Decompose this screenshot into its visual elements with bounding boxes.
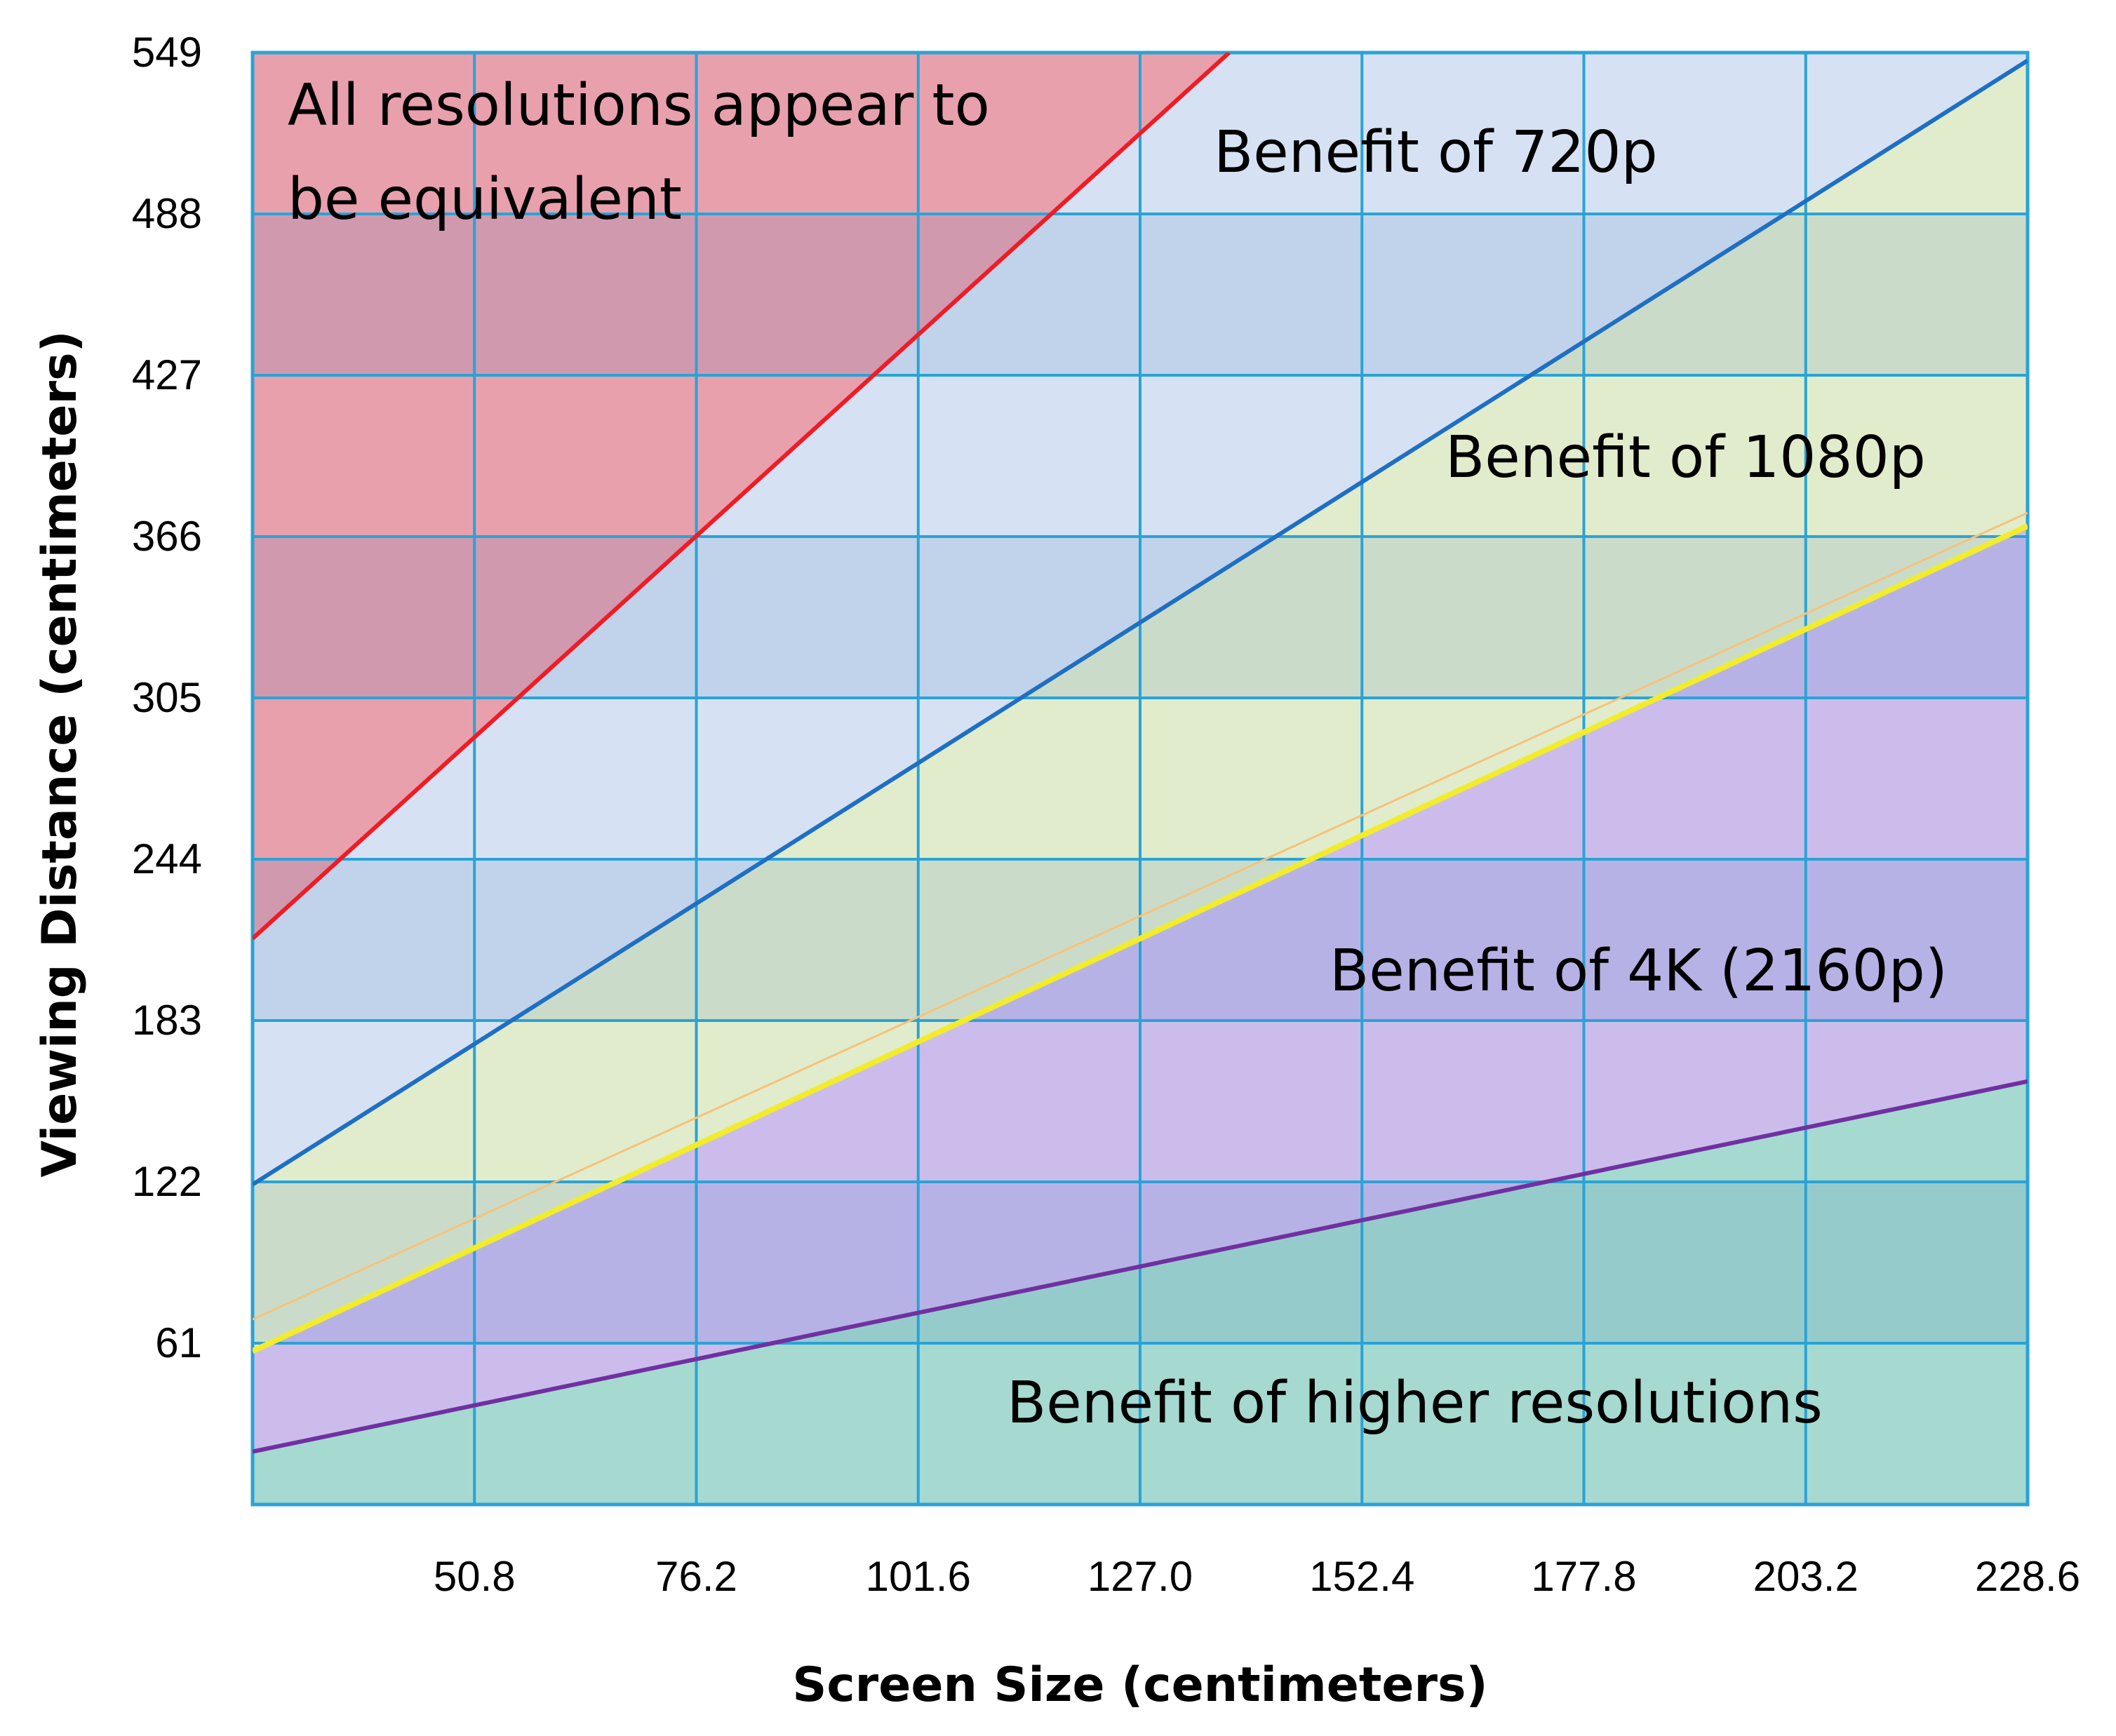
plot-border (250, 51, 2030, 1507)
y-tick-label: 61 (155, 1319, 202, 1366)
x-tick-label: 76.2 (655, 1553, 737, 1600)
y-tick-label: 305 (132, 674, 202, 721)
series-line-1 (253, 53, 1231, 941)
y-tick-label: 366 (132, 513, 202, 560)
x-tick-label: 152.4 (1309, 1553, 1414, 1600)
x-tick-label: 50.8 (434, 1553, 516, 1600)
label-4k: Benefit of 4K (2160p) (1330, 938, 1948, 1004)
x-tick-label: 203.2 (1753, 1553, 1859, 1600)
y-tick-label: 183 (132, 997, 202, 1044)
y-tick-label: 488 (132, 190, 202, 237)
x-tick-label: 177.8 (1531, 1553, 1636, 1600)
label-1080p: Benefit of 1080p (1445, 424, 1926, 491)
y-tick-label: 427 (132, 351, 202, 398)
label-all-equivalent-line2: be equivalent (288, 166, 682, 233)
x-tick-label: 228.6 (1975, 1553, 2080, 1600)
label-all-equivalent-line1: All resolutions appear to (288, 72, 990, 139)
x-axis-title: Screen Size (centimeters) (792, 1657, 1487, 1713)
y-tick-label: 549 (132, 29, 202, 76)
series-line-2 (253, 58, 2028, 1187)
y-tick-label: 244 (132, 835, 202, 882)
series-line-1080p-shadow (253, 511, 2028, 1321)
x-tick-label: 101.6 (866, 1553, 971, 1600)
label-720p: Benefit of 720p (1214, 119, 1658, 186)
label-higher-resolutions: Benefit of higher resolutions (1007, 1370, 1823, 1436)
series-line-3 (253, 523, 2028, 1354)
y-axis-title: Viewing Distance (centimeters) (32, 330, 88, 1177)
x-tick-label: 127.0 (1087, 1553, 1193, 1600)
series-line-4 (253, 1079, 2028, 1454)
y-tick-label: 122 (132, 1158, 202, 1205)
